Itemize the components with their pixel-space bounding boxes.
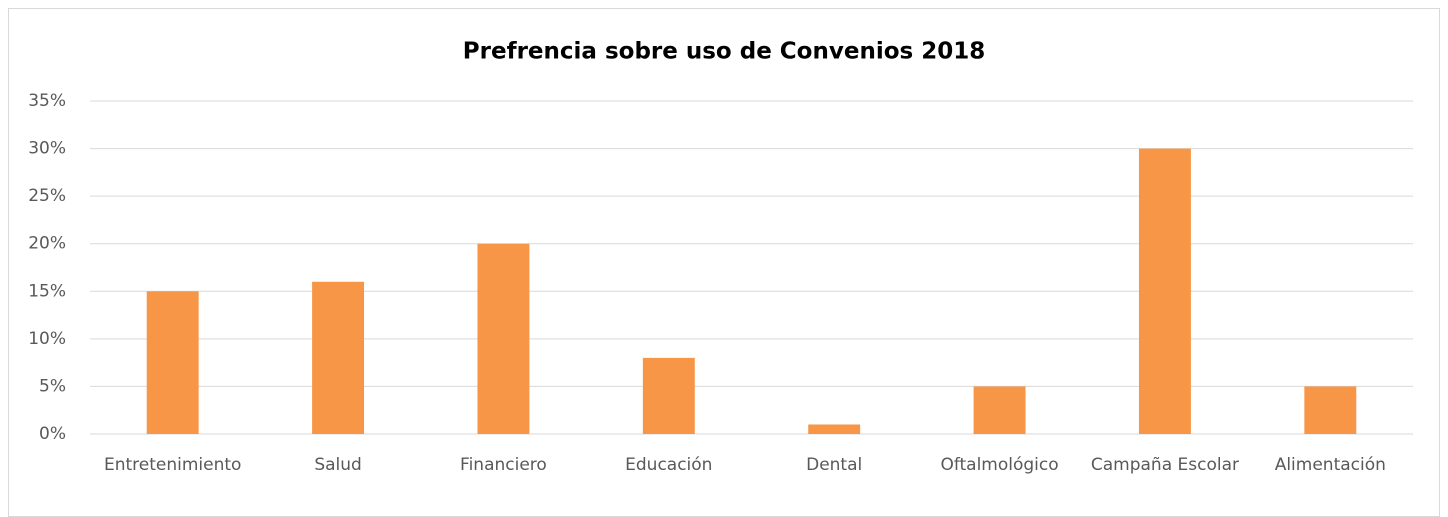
bar [312, 281, 365, 434]
x-tick-label: Financiero [460, 455, 547, 475]
y-tick-label: 10% [28, 329, 66, 349]
chart-title: Prefrencia sobre uso de Convenios 2018 [463, 39, 985, 65]
chart-border [8, 8, 1440, 517]
x-tick-label: Dental [806, 455, 862, 475]
x-tick-label: Educación [625, 455, 712, 475]
bar [146, 291, 199, 434]
x-tick-label: Oftalmológico [940, 455, 1058, 475]
bar [808, 424, 861, 434]
y-tick-label: 0% [39, 424, 66, 444]
y-tick-label: 20% [28, 234, 66, 254]
bar [973, 386, 1026, 434]
y-tick-label: 5% [39, 376, 66, 396]
bar [477, 243, 530, 434]
bar [642, 357, 695, 434]
x-tick-label: Alimentación [1275, 455, 1386, 475]
bar [1304, 386, 1357, 434]
bar [1138, 148, 1191, 435]
x-tick-label: Campaña Escolar [1091, 455, 1239, 475]
y-tick-label: 25% [28, 186, 66, 206]
y-tick-label: 15% [28, 281, 66, 301]
y-tick-label: 35% [28, 91, 66, 111]
x-tick-label: Salud [314, 455, 362, 475]
y-tick-label: 30% [28, 139, 66, 159]
x-tick-label: Entretenimiento [104, 455, 241, 475]
